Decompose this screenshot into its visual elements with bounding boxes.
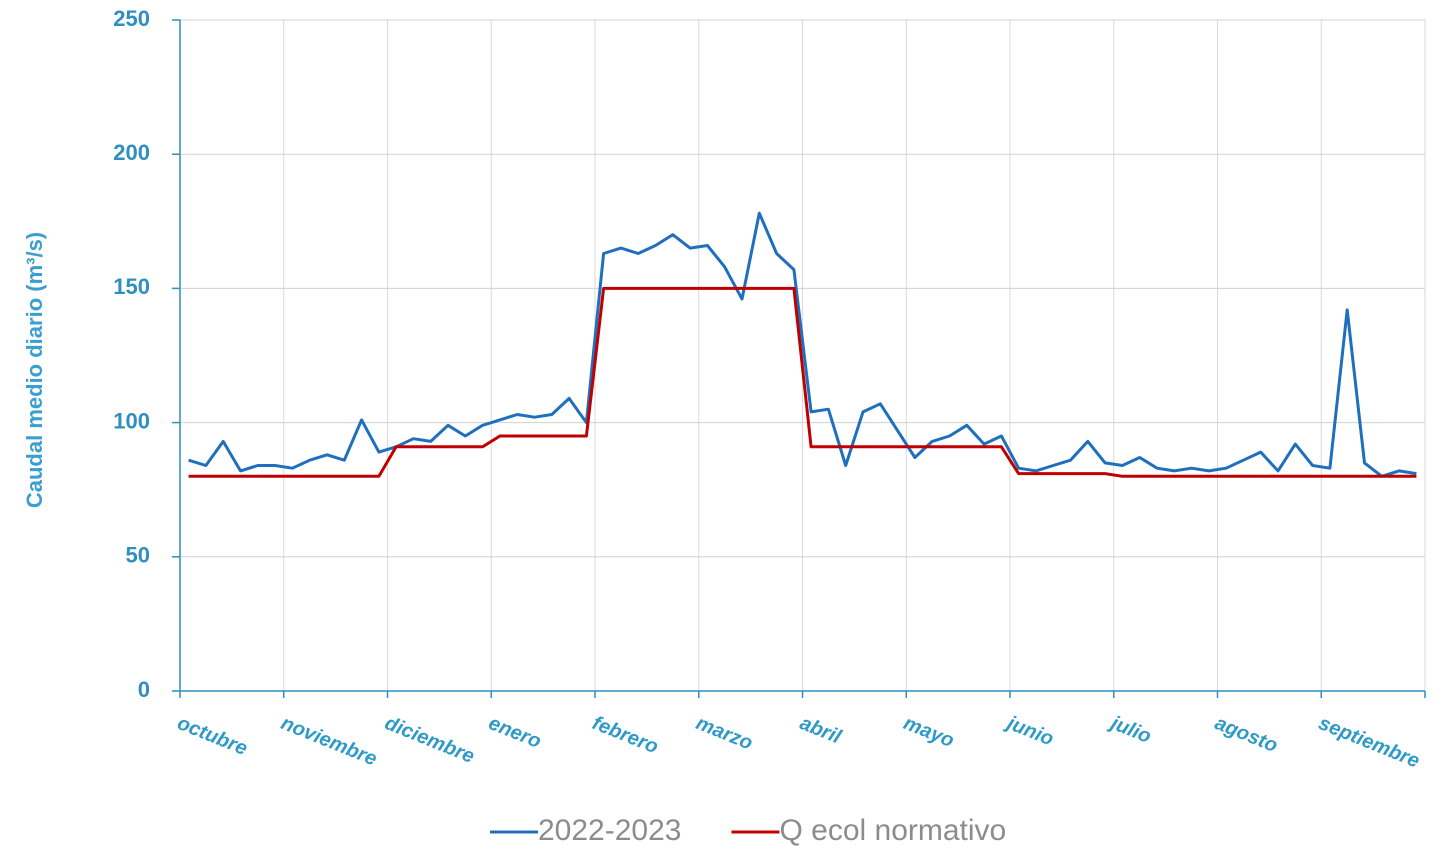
x-tick-label: octubre <box>174 712 250 760</box>
x-tick-label: enero <box>485 712 544 753</box>
y-axis-label: Caudal medio diario (m³/s) <box>22 232 47 508</box>
y-tick-label: 250 <box>113 6 150 31</box>
y-tick-label: 150 <box>113 274 150 299</box>
x-tick-label: febrero <box>589 712 661 758</box>
y-tick-label: 200 <box>113 140 150 165</box>
x-tick-label: agosto <box>1212 712 1281 757</box>
x-tick-label: abril <box>797 712 845 748</box>
y-tick-label: 0 <box>138 677 150 702</box>
x-tick-label: julio <box>1105 711 1154 748</box>
x-tick-label: mayo <box>900 712 957 752</box>
x-tick-label: marzo <box>693 712 756 754</box>
x-tick-label: diciembre <box>382 712 478 768</box>
x-tick-label: septiembre <box>1315 712 1422 772</box>
legend-label: Q ecol normativo <box>779 814 1006 847</box>
x-tick-label: junio <box>1001 711 1056 750</box>
x-tick-label: noviembre <box>278 712 380 770</box>
y-tick-label: 100 <box>113 408 150 433</box>
y-tick-label: 50 <box>126 543 150 568</box>
series-line <box>188 286 1417 478</box>
legend-label: 2022-2023 <box>538 814 681 847</box>
series-line <box>188 211 1417 478</box>
